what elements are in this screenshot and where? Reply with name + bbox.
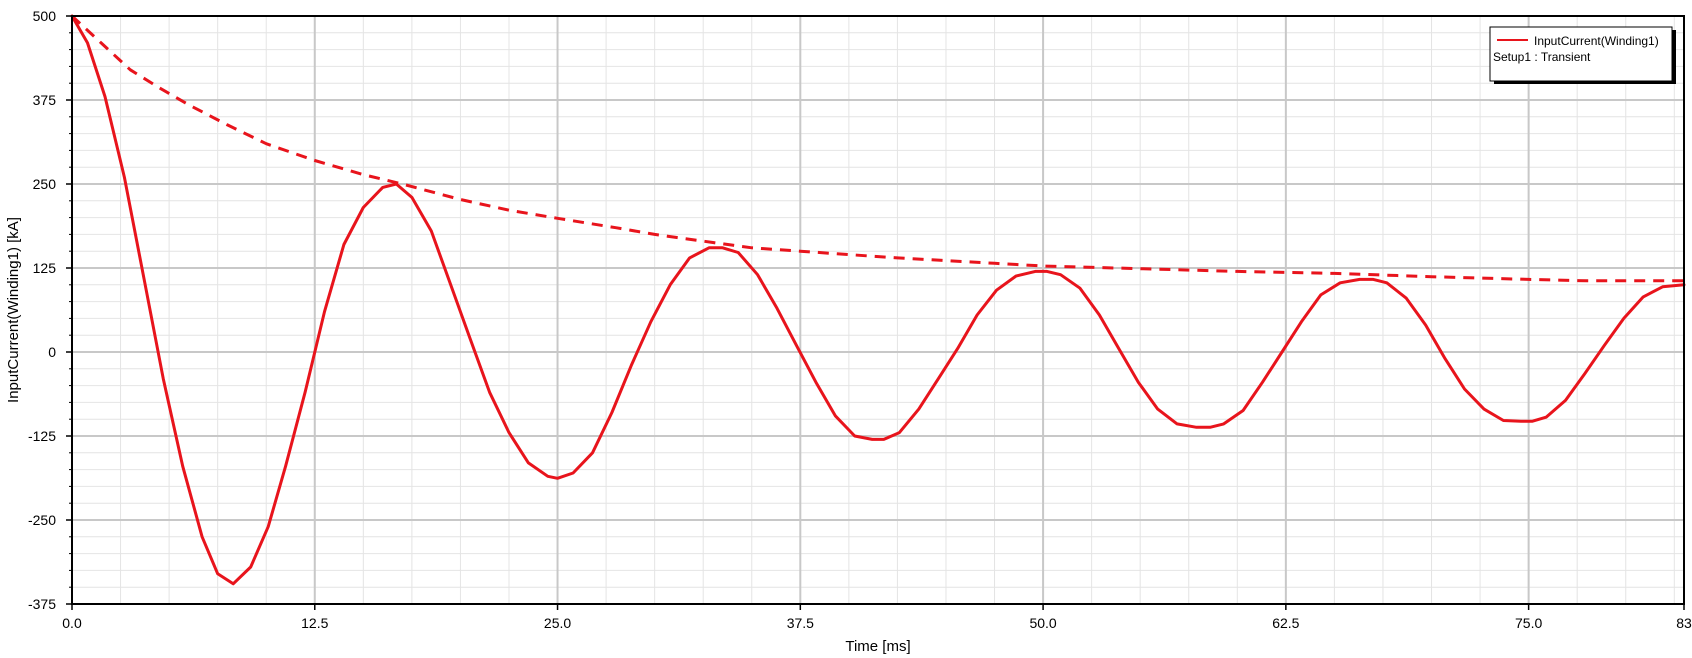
x-tick-label: 50.0 <box>1029 615 1056 631</box>
y-tick-label: -125 <box>28 428 56 444</box>
y-axis-label: InputCurrent(Winding1) [kA] <box>5 217 22 403</box>
x-tick-label: 62.5 <box>1272 615 1299 631</box>
series-layer <box>70 14 1686 586</box>
x-tick-labels: 0.0 12.5 25.0 37.5 50.0 62.5 75.0 83 <box>62 615 1692 631</box>
x-axis-label: Time [ms] <box>845 638 910 655</box>
legend-entry-label: InputCurrent(Winding1) <box>1534 34 1659 48</box>
legend-subtitle: Setup1 : Transient <box>1493 50 1591 64</box>
y-tick-label: 500 <box>33 8 57 24</box>
legend[interactable]: InputCurrent(Winding1) Setup1 : Transien… <box>1489 26 1676 84</box>
plot-frame <box>71 15 1685 605</box>
y-tick-labels: 500 375 250 125 0 -125 -250 -375 <box>28 8 72 612</box>
y-tick-label: -250 <box>28 512 56 528</box>
y-tick-label: -375 <box>28 596 56 612</box>
y-tick-label: 250 <box>33 176 57 192</box>
x-tick-label: 37.5 <box>787 615 814 631</box>
series-line-inputcurrent <box>70 14 1686 586</box>
x-tick-label: 75.0 <box>1515 615 1542 631</box>
x-tick-label: 0.0 <box>62 615 82 631</box>
y-tick-label: 125 <box>33 260 57 276</box>
x-tick-label: 25.0 <box>544 615 571 631</box>
y-tick-label: 375 <box>33 92 57 108</box>
x-tick-label: 83 <box>1676 615 1692 631</box>
x-tick-label: 12.5 <box>301 615 328 631</box>
y-tick-label: 0 <box>48 344 56 360</box>
y-minor-ticks <box>69 15 1685 610</box>
legend-box <box>1489 26 1673 82</box>
